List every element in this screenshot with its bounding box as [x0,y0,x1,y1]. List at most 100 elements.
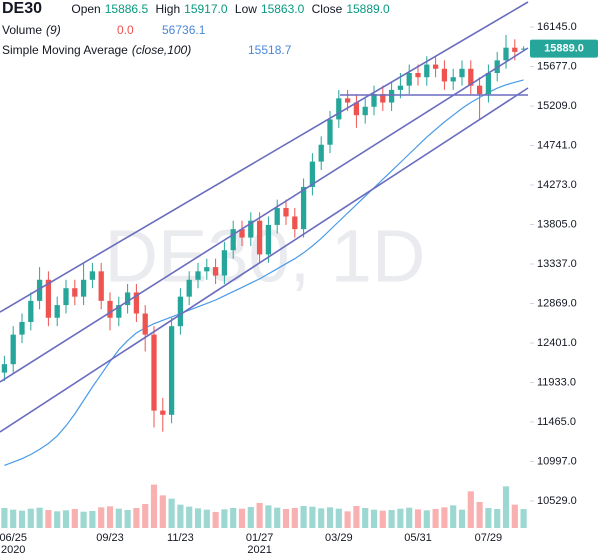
candle-body [406,73,412,86]
candle-body [520,48,527,50]
y-tick-label: 12869.0 [537,297,577,309]
param: (close,100) [131,43,192,57]
volume-bar [221,509,228,528]
y-tick-label: 11933.0 [537,376,576,388]
candle-body [10,334,16,365]
value: 15518.7 [248,43,292,57]
candle-body [424,64,430,78]
volume-bar [36,507,43,528]
volume-bar [89,511,96,528]
volume-bar [441,507,448,528]
volume-bar [326,507,334,528]
header-row: DE30 Open 15886.5 High 15917.0 Low 15863.0 … [2,0,394,18]
candle-body [344,98,351,103]
y-tick-label: 13337.0 [537,258,577,270]
volume-bar [344,511,351,528]
candle-body [318,144,324,162]
candle-body [230,229,236,251]
label: Simple Moving Average [2,43,128,57]
candle-body [380,94,386,103]
trend-line [0,87,529,433]
y-tick-label: 11465.0 [537,416,576,428]
volume-bar [502,486,510,528]
candle-body [485,73,492,95]
volume-bar [168,498,175,528]
param: (9) [46,23,61,37]
candle-body [327,119,333,145]
label: High [155,2,181,16]
candle-body [45,279,52,318]
candle-body [28,300,34,322]
candle-body [292,216,298,230]
candle-body [468,68,474,86]
volume-bar [115,508,122,528]
symbol: DE30 [2,0,43,17]
x-tick-label: 05/31 [404,532,432,544]
y-tick-label: 14741.0 [537,139,577,151]
y-tick-label: 15209.0 [537,100,577,112]
value: 15889.0 [346,2,390,16]
volume-bar [45,510,52,528]
candle-body [160,410,166,415]
volume-bar [1,508,8,528]
x-tick-label: 06/25 [0,532,27,544]
candle-body [63,288,69,306]
price-tag-label: 15889.0 [544,43,584,55]
volume-bar [467,491,474,528]
volume-bar [71,509,78,528]
volume-bar [177,504,184,528]
volume-bar [485,508,492,528]
volume-bar [98,507,105,528]
candle-body [239,229,245,238]
candle-body [72,288,78,297]
volume-bar [265,505,272,528]
y-tick-label: 10529.0 [537,495,577,507]
candle-body [116,305,122,318]
volume-bar [194,508,202,528]
candle-body [177,296,184,327]
x-tick-label: 09/23 [96,532,124,544]
trend-line [0,47,529,383]
x-tick-label: 01/27 [246,532,274,544]
candle-body [89,271,96,280]
candle-body [186,279,192,297]
candle-body [133,292,140,314]
volume-bar [362,508,369,528]
volume-bar [406,507,413,528]
volume-bar [159,495,166,528]
candle-body [19,321,25,335]
candle-body [36,279,43,301]
volume-bar [150,484,158,528]
candle-body [248,220,254,238]
volume-bar [230,508,237,528]
value: 0.0 [117,23,134,37]
candle-body [256,220,263,255]
volume-bar [511,504,518,528]
candle-body [353,102,360,116]
y-tick-label: 12401.0 [537,337,577,349]
volume-bar [432,509,439,528]
value: 15886.5 [104,2,149,16]
volume-bar [106,506,114,528]
x-tick-label: 11/23 [167,532,194,544]
candle-body [265,224,272,255]
y-tick-label: 13805.0 [537,218,577,230]
candle-body [98,271,104,301]
candle-body [415,73,421,78]
price-tag [530,39,598,58]
y-tick-label: 15677.0 [537,60,577,72]
y-tick-label: 14273.0 [537,179,577,191]
candle-body [151,334,157,411]
y-tick-label: 16145.0 [537,21,577,33]
volume-bar [18,510,26,528]
candle-body [300,186,307,230]
candle-body [283,208,289,217]
value: 15917.0 [184,2,228,16]
volume-bar [520,509,527,528]
volume-bar [54,511,61,528]
volume-bar [186,506,193,528]
candle-body [221,250,228,276]
y-tick-label: 10997.0 [537,455,577,467]
volume-bar [282,509,290,528]
